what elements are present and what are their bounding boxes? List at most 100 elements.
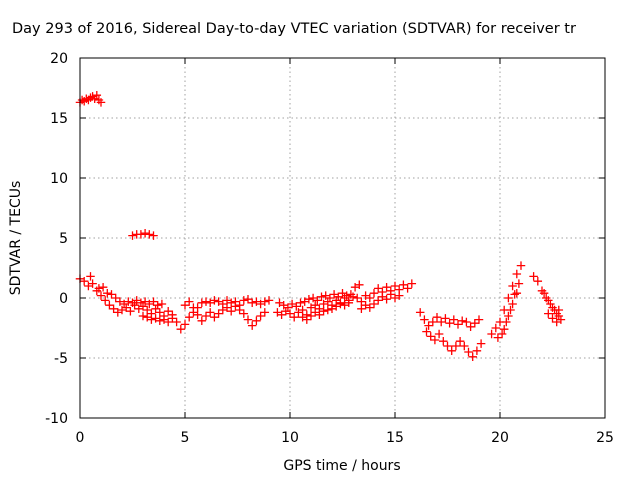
data-point <box>155 316 165 326</box>
data-point <box>163 317 173 327</box>
data-point <box>426 332 435 341</box>
data-point <box>453 320 463 329</box>
data-point <box>394 291 404 300</box>
data-point <box>344 298 354 308</box>
data-point <box>533 276 543 286</box>
data-point <box>210 296 219 305</box>
data-point <box>493 333 503 342</box>
data-point <box>436 317 446 327</box>
data-point <box>163 306 173 316</box>
data-point <box>508 299 517 309</box>
data-point <box>180 320 190 329</box>
data-point <box>103 288 112 298</box>
y-tick-label: 10 <box>50 171 68 187</box>
data-point <box>260 297 270 306</box>
data-point <box>428 317 438 327</box>
data-point <box>94 284 104 293</box>
data-point <box>441 314 450 323</box>
data-point <box>155 308 165 317</box>
data-point <box>497 329 507 339</box>
data-point <box>145 230 154 239</box>
data-point <box>369 288 379 298</box>
data-point <box>544 309 553 318</box>
y-tick-label: 0 <box>59 291 68 307</box>
data-point <box>462 317 471 327</box>
data-point <box>79 276 89 286</box>
data-point <box>235 305 244 315</box>
data-point <box>420 315 429 324</box>
data-point <box>252 316 261 326</box>
data-point <box>415 308 425 317</box>
data-point <box>548 303 557 312</box>
data-point <box>264 296 274 305</box>
data-point <box>357 304 366 314</box>
data-point <box>100 296 110 305</box>
data-point <box>226 306 236 316</box>
data-point <box>128 231 137 240</box>
data-point <box>239 296 249 305</box>
data-point <box>369 299 379 309</box>
x-tick-label: 15 <box>386 430 404 446</box>
data-point <box>424 321 433 330</box>
data-point <box>460 341 469 351</box>
data-point <box>147 315 156 324</box>
data-point <box>189 303 198 312</box>
data-point <box>277 310 286 320</box>
data-point <box>502 317 511 327</box>
data-point <box>516 261 526 270</box>
x-tick-label: 5 <box>181 430 190 446</box>
data-point <box>149 297 158 306</box>
y-tick-label: 5 <box>59 231 68 247</box>
data-point <box>168 314 177 323</box>
data-point <box>92 90 102 100</box>
data-point <box>474 315 484 324</box>
data-point <box>504 293 513 303</box>
data-point <box>239 309 249 318</box>
data-point <box>172 317 181 327</box>
data-point <box>231 302 240 311</box>
data-point <box>336 299 345 309</box>
data-point <box>184 312 194 322</box>
y-tick-label: -5 <box>54 351 68 367</box>
data-point <box>552 317 561 327</box>
data-point <box>292 302 301 311</box>
y-axis-label: SDTVAR / TECUs <box>8 181 24 296</box>
y-tick-label: 15 <box>50 111 68 127</box>
data-point <box>506 305 515 315</box>
data-point <box>205 308 215 317</box>
data-point <box>464 347 473 357</box>
data-point <box>256 311 265 321</box>
data-point <box>96 291 106 300</box>
data-point <box>365 303 375 312</box>
data-point <box>289 312 299 322</box>
data-point <box>323 305 333 315</box>
data-point <box>317 292 326 302</box>
data-point <box>544 296 553 305</box>
data-point <box>325 293 335 303</box>
data-point <box>445 318 454 328</box>
data-point <box>346 290 356 299</box>
data-point <box>504 311 513 321</box>
data-point <box>373 296 383 305</box>
data-point <box>197 316 207 326</box>
data-point <box>529 272 538 281</box>
data-point <box>403 284 412 293</box>
data-point <box>124 297 133 306</box>
data-point <box>140 228 150 238</box>
data-point <box>88 279 97 288</box>
data-point <box>499 324 509 334</box>
data-point <box>554 305 564 315</box>
x-tick-label: 25 <box>596 430 614 446</box>
data-point <box>365 293 375 303</box>
data-point <box>306 311 316 321</box>
x-tick-label: 20 <box>491 430 509 446</box>
data-point <box>157 299 167 309</box>
data-point <box>449 315 459 324</box>
data-point <box>334 292 343 302</box>
data-point <box>298 305 307 315</box>
data-point <box>390 281 400 291</box>
data-point <box>136 230 146 239</box>
data-point <box>193 310 202 320</box>
data-point <box>180 300 190 310</box>
data-point <box>210 312 219 322</box>
